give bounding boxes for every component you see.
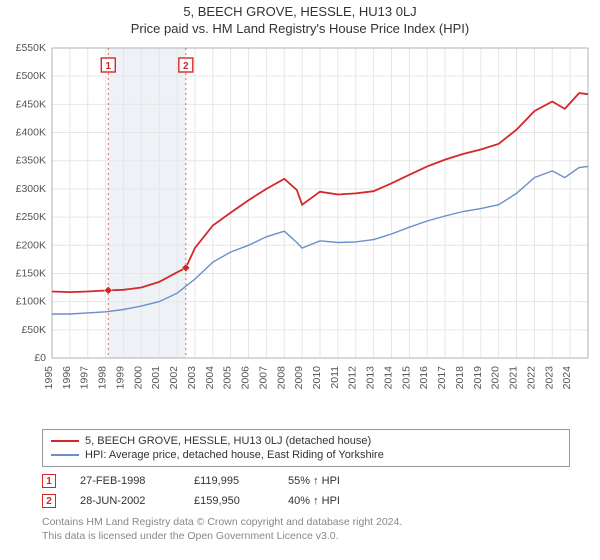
svg-text:£200K: £200K: [16, 239, 46, 251]
svg-text:1: 1: [105, 61, 111, 72]
svg-text:2004: 2004: [204, 366, 216, 390]
svg-text:2009: 2009: [293, 366, 305, 390]
svg-text:£350K: £350K: [16, 155, 46, 167]
svg-text:1997: 1997: [79, 366, 91, 390]
legend-label: HPI: Average price, detached house, East…: [85, 449, 384, 461]
legend-item: HPI: Average price, detached house, East…: [51, 448, 561, 462]
svg-text:£250K: £250K: [16, 211, 46, 223]
svg-text:2021: 2021: [508, 366, 520, 390]
chart-area: £0 £50K £100K £150K £200K £250K £300K £350K £400…: [0, 38, 600, 423]
svg-text:2013: 2013: [365, 366, 377, 390]
sale-vs-hpi: 55% ↑ HPI: [288, 475, 340, 487]
svg-text:2006: 2006: [240, 366, 252, 390]
figure-container: 5, BEECH GROVE, HESSLE, HU13 0LJ Price p…: [0, 0, 600, 543]
svg-text:£0: £0: [34, 352, 46, 364]
svg-text:2019: 2019: [472, 366, 484, 390]
legend-item: 5, BEECH GROVE, HESSLE, HU13 0LJ (detach…: [51, 434, 561, 448]
legend-swatch: [51, 440, 79, 442]
svg-text:2000: 2000: [132, 366, 144, 390]
svg-text:2005: 2005: [222, 366, 234, 390]
svg-text:1996: 1996: [61, 366, 73, 390]
sale-date: 28-JUN-2002: [80, 495, 170, 507]
title-subtitle: Price paid vs. HM Land Registry's House …: [0, 21, 600, 36]
svg-text:1999: 1999: [114, 366, 126, 390]
svg-text:2024: 2024: [561, 366, 573, 390]
svg-text:2014: 2014: [382, 366, 394, 390]
svg-text:£100K: £100K: [16, 296, 46, 308]
sale-price: £159,950: [194, 495, 264, 507]
svg-text:2016: 2016: [418, 366, 430, 390]
svg-text:2022: 2022: [525, 366, 537, 390]
svg-text:£450K: £450K: [16, 98, 46, 110]
svg-text:2020: 2020: [490, 366, 502, 390]
svg-text:2007: 2007: [257, 366, 269, 390]
svg-text:2: 2: [183, 61, 189, 72]
svg-text:1995: 1995: [43, 366, 55, 390]
attribution-line: This data is licensed under the Open Gov…: [42, 529, 570, 543]
svg-text:£300K: £300K: [16, 183, 46, 195]
svg-text:2008: 2008: [275, 366, 287, 390]
sales-row: 1 27-FEB-1998 £119,995 55% ↑ HPI: [42, 471, 570, 491]
sale-marker-icon: 1: [42, 474, 56, 488]
legend-label: 5, BEECH GROVE, HESSLE, HU13 0LJ (detach…: [85, 435, 371, 447]
title-block: 5, BEECH GROVE, HESSLE, HU13 0LJ Price p…: [0, 0, 600, 38]
svg-text:2001: 2001: [150, 366, 162, 390]
svg-text:2017: 2017: [436, 366, 448, 390]
svg-text:£550K: £550K: [16, 42, 46, 54]
svg-text:2012: 2012: [347, 366, 359, 390]
svg-text:2015: 2015: [400, 366, 412, 390]
svg-text:2010: 2010: [311, 366, 323, 390]
sale-marker-icon: 2: [42, 494, 56, 508]
sales-table: 1 27-FEB-1998 £119,995 55% ↑ HPI 2 28-JU…: [42, 471, 570, 511]
sale-date: 27-FEB-1998: [80, 475, 170, 487]
line-chart: £0 £50K £100K £150K £200K £250K £300K £350K £400…: [0, 38, 600, 418]
svg-text:£50K: £50K: [21, 324, 46, 336]
svg-text:£150K: £150K: [16, 267, 46, 279]
attribution-line: Contains HM Land Registry data © Crown c…: [42, 515, 570, 529]
svg-text:2002: 2002: [168, 366, 180, 390]
sale-price: £119,995: [194, 475, 264, 487]
sale-vs-hpi: 40% ↑ HPI: [288, 495, 340, 507]
sales-row: 2 28-JUN-2002 £159,950 40% ↑ HPI: [42, 491, 570, 511]
attribution: Contains HM Land Registry data © Crown c…: [42, 515, 570, 543]
legend: 5, BEECH GROVE, HESSLE, HU13 0LJ (detach…: [42, 429, 570, 467]
svg-text:2011: 2011: [329, 366, 341, 389]
svg-text:£400K: £400K: [16, 127, 46, 139]
svg-text:2003: 2003: [186, 366, 198, 390]
title-address: 5, BEECH GROVE, HESSLE, HU13 0LJ: [0, 4, 600, 19]
svg-text:2018: 2018: [454, 366, 466, 390]
svg-text:£500K: £500K: [16, 70, 46, 82]
legend-swatch: [51, 454, 79, 456]
svg-text:1998: 1998: [97, 366, 109, 390]
svg-text:2023: 2023: [543, 366, 555, 390]
